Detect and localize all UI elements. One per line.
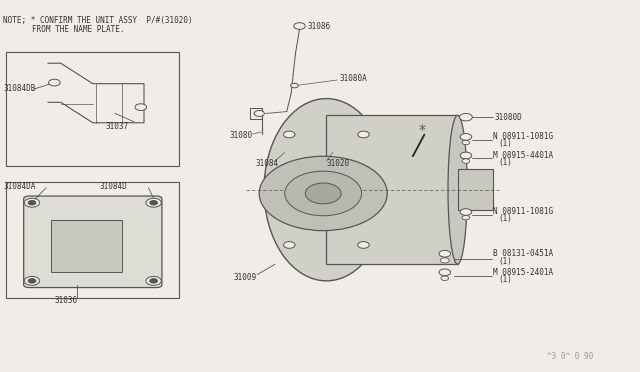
Text: 31020: 31020: [326, 159, 349, 168]
Circle shape: [305, 183, 341, 204]
Circle shape: [150, 279, 157, 283]
Circle shape: [146, 198, 161, 207]
Text: (1): (1): [498, 139, 512, 148]
Text: N 08911-1081G: N 08911-1081G: [493, 132, 554, 141]
Text: 31009: 31009: [234, 273, 257, 282]
Circle shape: [441, 276, 449, 280]
Text: NOTE; * CONFIRM THE UNIT ASSY  P/#(31020): NOTE; * CONFIRM THE UNIT ASSY P/#(31020): [3, 16, 193, 25]
Ellipse shape: [448, 115, 467, 264]
Circle shape: [150, 201, 157, 205]
Bar: [326, 115, 458, 264]
Ellipse shape: [264, 99, 388, 281]
Bar: [6, 182, 179, 298]
Text: N 08911-1081G: N 08911-1081G: [493, 207, 554, 216]
Bar: [51, 220, 122, 272]
Text: 31086: 31086: [307, 22, 330, 31]
Circle shape: [358, 241, 369, 248]
Text: 31080: 31080: [229, 131, 252, 140]
FancyBboxPatch shape: [24, 196, 162, 288]
Circle shape: [291, 83, 298, 88]
Text: B 08131-0451A: B 08131-0451A: [493, 249, 554, 258]
Text: *: *: [419, 123, 426, 137]
Circle shape: [460, 113, 472, 121]
Circle shape: [284, 241, 295, 248]
Circle shape: [259, 156, 387, 231]
Text: 31036: 31036: [54, 296, 77, 305]
Text: (1): (1): [498, 257, 512, 266]
Text: 31037: 31037: [106, 122, 129, 131]
Circle shape: [462, 140, 470, 145]
Text: 31084DB: 31084DB: [3, 84, 36, 93]
Circle shape: [460, 152, 472, 159]
Text: (1): (1): [498, 275, 512, 284]
Text: ^3 0^ 0 90: ^3 0^ 0 90: [547, 352, 593, 361]
Text: M 08915-4401A: M 08915-4401A: [493, 151, 554, 160]
Circle shape: [135, 104, 147, 110]
Circle shape: [28, 201, 36, 205]
Bar: [458, 169, 493, 210]
Text: FROM THE NAME PLATE.: FROM THE NAME PLATE.: [32, 25, 125, 34]
Bar: [6, 52, 179, 166]
Text: 31084: 31084: [256, 159, 279, 168]
Circle shape: [462, 215, 470, 220]
Circle shape: [146, 276, 161, 285]
Circle shape: [28, 279, 36, 283]
Circle shape: [254, 110, 264, 116]
Circle shape: [439, 250, 451, 257]
Circle shape: [49, 79, 60, 86]
Circle shape: [460, 209, 472, 215]
Circle shape: [462, 159, 470, 163]
Circle shape: [24, 198, 40, 207]
Circle shape: [284, 131, 295, 138]
Circle shape: [24, 276, 40, 285]
Circle shape: [440, 258, 449, 263]
Circle shape: [294, 23, 305, 29]
Text: (1): (1): [498, 158, 512, 167]
Text: (1): (1): [498, 214, 512, 223]
Circle shape: [285, 171, 362, 216]
Text: M 08915-2401A: M 08915-2401A: [493, 268, 554, 277]
Text: 31080A: 31080A: [339, 74, 367, 83]
Text: 31084D: 31084D: [99, 182, 127, 190]
Text: 31084DA: 31084DA: [3, 182, 36, 190]
Circle shape: [460, 134, 472, 140]
Circle shape: [358, 131, 369, 138]
Circle shape: [439, 269, 451, 276]
Text: 31080D: 31080D: [495, 113, 522, 122]
